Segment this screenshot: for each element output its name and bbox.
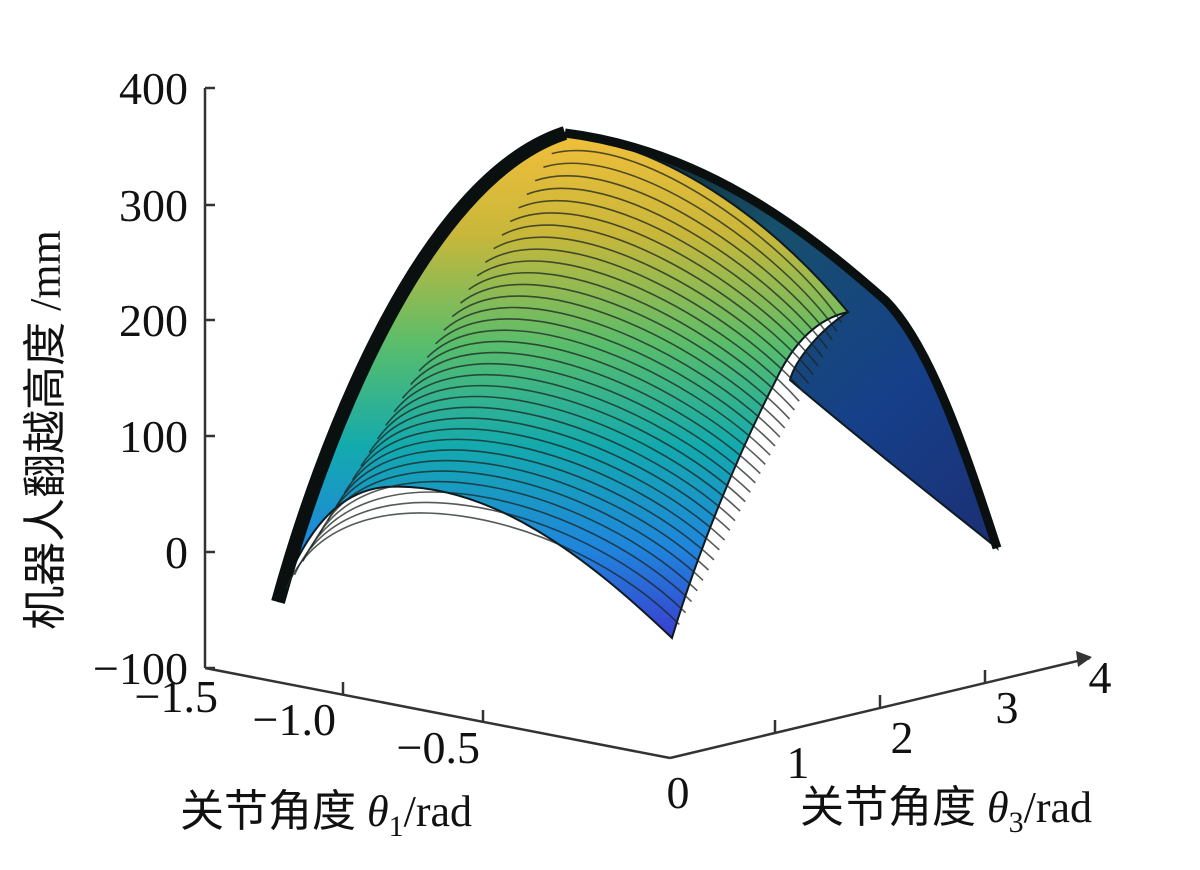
surface-mesh-line: [518, 199, 824, 358]
surface-mesh-line: [310, 480, 698, 592]
y-tick-label: 3: [996, 682, 1019, 733]
y-axis-label: 关节角度 θ3/rad: [800, 783, 1092, 839]
y-axis-label-symbol: θ: [987, 783, 1009, 832]
surface-mesh-line: [302, 491, 693, 603]
x-axis-label-symbol: θ: [367, 787, 389, 836]
surface-mesh-line: [410, 351, 761, 475]
surface-mesh-line: [534, 175, 833, 341]
surface-mesh-line: [418, 340, 766, 465]
z-tick-label: −100: [93, 643, 188, 694]
surface-mesh-line: [551, 149, 843, 324]
surface-mesh-line: [360, 417, 731, 531]
y-tick-label: 1: [787, 737, 810, 788]
z-axis-label: 机器人翻越高度 /mm: [21, 230, 70, 630]
z-tick-label: 200: [119, 295, 188, 346]
y-axis-label-unit: /rad: [1024, 783, 1092, 832]
y-axis-label-prefix: 关节角度: [800, 783, 987, 832]
z-tick-label: 400: [119, 63, 188, 114]
z-tick-label: 100: [119, 411, 188, 462]
y-axis-arrowhead: [1076, 651, 1092, 667]
y-axis-label-subscript: 3: [1009, 806, 1024, 839]
surface-mesh-line: [476, 260, 800, 402]
surface-mesh-line: [385, 384, 746, 503]
y-tick-label: 2: [891, 712, 914, 763]
surface-mesh-line: [293, 501, 687, 614]
y-tick-marks: [773, 670, 987, 733]
x-tick-marks: [341, 682, 485, 723]
surface-mesh-line: [509, 212, 819, 367]
surface-mesh-line: [501, 224, 815, 376]
y-tick-label: 4: [1089, 652, 1112, 703]
surface-mesh-line: [443, 306, 781, 438]
surface-mesh-line: [493, 236, 810, 385]
x-tick-label: −1.0: [253, 694, 336, 745]
z-tick-label: 300: [119, 180, 188, 231]
surface-mesh-line: [526, 187, 829, 349]
surface-mesh-line: [451, 295, 786, 429]
surface-mesh-line: [327, 459, 710, 571]
surface-mesh-line: [376, 395, 741, 512]
x-axis-label-unit: /rad: [404, 787, 472, 836]
surface-mesh-line: [468, 272, 795, 411]
surface-mesh-line: [368, 406, 736, 522]
surface-mesh-line: [543, 162, 838, 332]
x-axis-line: [204, 666, 671, 760]
x-tick-label: 0: [667, 767, 690, 818]
x-axis-label: 关节角度 θ1/rad: [180, 787, 472, 843]
surface-mesh-line: [459, 283, 791, 420]
surface-mesh-line: [426, 329, 771, 456]
x-tick-label: −0.5: [397, 722, 480, 773]
x-axis-label-subscript: 1: [389, 810, 404, 843]
z-tick-label: 0: [165, 527, 188, 578]
surface-mesh-line: [335, 449, 715, 561]
surface-mesh-line: [401, 363, 756, 484]
surface-mesh-line: [351, 428, 726, 541]
surface-mesh-line: [343, 438, 720, 551]
z-tick-marks: [205, 86, 215, 670]
surface-ridge-edge: [564, 128, 1002, 550]
surface-mesh-line: [393, 373, 751, 493]
surface-left-edge: [271, 126, 568, 604]
surface-mesh-line: [285, 512, 680, 626]
x-axis-label-prefix: 关节角度: [180, 787, 367, 836]
x-tick-label: −1.5: [135, 671, 218, 722]
surface-mesh-lines: [285, 149, 843, 626]
surface-mesh-line: [435, 318, 776, 447]
surface-mesh-line: [484, 248, 805, 393]
surface-mesh-line: [318, 470, 704, 581]
